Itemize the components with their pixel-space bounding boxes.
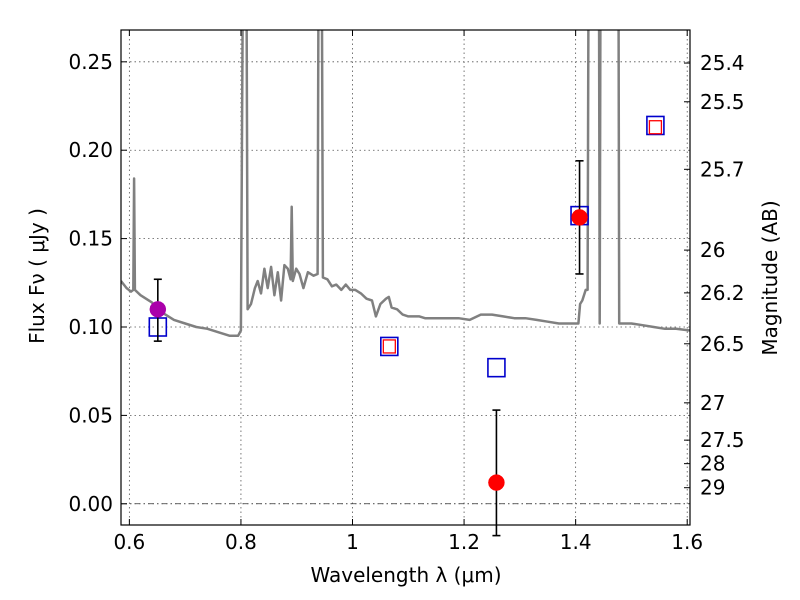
spectrum-line bbox=[121, 30, 690, 338]
y-tick-label: 0.20 bbox=[68, 138, 113, 162]
right-tick-label: 25.5 bbox=[700, 90, 745, 114]
observed-point bbox=[149, 301, 167, 318]
right-tick-label: 28 bbox=[700, 452, 725, 476]
right-tick-label: 25.4 bbox=[700, 51, 745, 75]
right-tick-label: 25.7 bbox=[700, 157, 745, 181]
y-tick-label: 0.10 bbox=[68, 315, 113, 339]
y-tick-label: 0.00 bbox=[68, 492, 113, 516]
inner-square bbox=[382, 339, 396, 354]
right-tick-label: 26.5 bbox=[700, 332, 745, 356]
inner-square bbox=[648, 120, 663, 135]
right-axis-label: Magnitude (AB) bbox=[758, 200, 782, 355]
y-tick-label: 0.15 bbox=[68, 227, 113, 251]
model-square bbox=[487, 357, 506, 378]
observed-points bbox=[149, 209, 588, 491]
x-tick-label: 1.2 bbox=[448, 530, 480, 554]
y-axis-label: Flux Fν ( μJy ) bbox=[25, 208, 49, 344]
x-tick-label: 0.8 bbox=[225, 530, 257, 554]
y-tick-label: 0.25 bbox=[68, 50, 113, 74]
model-square bbox=[646, 115, 665, 136]
right-tick-label: 27.5 bbox=[700, 428, 745, 452]
y-tick-label: 0.05 bbox=[68, 403, 113, 427]
grid bbox=[121, 30, 690, 525]
x-axis-ticks: 0.6 0.8 1 1.2 1.4 1.6 bbox=[113, 30, 703, 554]
x-tick-label: 1.6 bbox=[671, 530, 703, 554]
right-tick-label: 26 bbox=[700, 238, 725, 262]
observed-point bbox=[488, 474, 505, 491]
x-tick-label: 0.6 bbox=[113, 530, 145, 554]
model-spectrum bbox=[121, 30, 690, 338]
right-tick-label: 26.2 bbox=[700, 281, 745, 305]
right-tick-label: 29 bbox=[700, 476, 725, 500]
right-tick-label: 27 bbox=[700, 391, 725, 415]
error-bars bbox=[153, 160, 584, 537]
x-tick-label: 1.4 bbox=[560, 530, 592, 554]
plot-frame bbox=[120, 29, 691, 526]
x-tick-label: 1 bbox=[346, 530, 359, 554]
model-square bbox=[380, 336, 399, 357]
y-axis-ticks: 0.00 0.05 0.10 0.15 0.20 0.25 bbox=[68, 50, 127, 516]
observed-point bbox=[571, 209, 588, 226]
x-axis-label: Wavelength λ (μm) bbox=[310, 563, 501, 587]
